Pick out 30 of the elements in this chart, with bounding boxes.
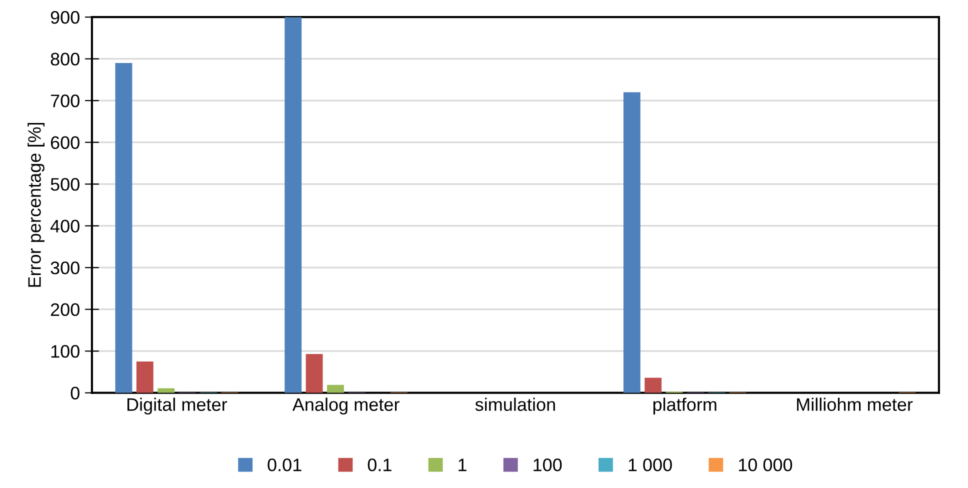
y-axis-title: Error percentage [%] xyxy=(28,122,44,287)
y-tick-label: 800 xyxy=(50,52,80,66)
legend-label: 0.1 xyxy=(368,458,392,472)
bar xyxy=(306,354,323,393)
bar xyxy=(158,388,175,393)
bar xyxy=(644,378,662,393)
legend-label: 1 xyxy=(458,458,466,472)
bar xyxy=(327,384,344,393)
y-tick-label: 200 xyxy=(50,303,80,316)
y-tick-label: 700 xyxy=(50,94,80,108)
legend-label: 100 xyxy=(534,458,562,472)
y-tick-label: 0 xyxy=(70,386,80,400)
legend-label: 1 000 xyxy=(628,458,672,472)
bar xyxy=(284,17,302,393)
y-tick-label: 400 xyxy=(50,220,80,233)
x-tick-label: platform xyxy=(653,398,716,415)
bar xyxy=(136,362,154,393)
y-tick-label: 900 xyxy=(50,11,80,24)
x-tick-label: Analog meter xyxy=(292,398,400,415)
bar xyxy=(623,92,640,393)
y-tick-label: 300 xyxy=(50,262,80,274)
y-tick-label: 600 xyxy=(50,136,80,150)
bar xyxy=(115,63,132,393)
x-tick-label: Digital meter xyxy=(127,398,228,415)
x-tick-label: Milliohm meter xyxy=(797,398,913,411)
legend-label: 0.01 xyxy=(268,458,302,472)
y-tick-label: 500 xyxy=(50,178,80,191)
y-tick-label: 100 xyxy=(51,345,80,358)
legend-label: 10 000 xyxy=(738,458,792,472)
x-tick-label: simulation xyxy=(475,398,555,411)
